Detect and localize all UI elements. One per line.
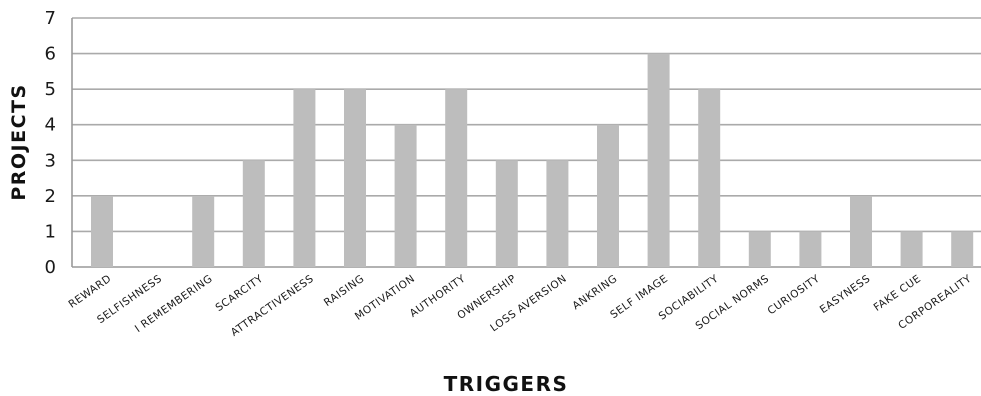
bar-authority	[445, 89, 468, 268]
bar-ankring	[597, 124, 619, 267]
y-tick-label: 7	[45, 8, 56, 29]
y-tick-labels: 0 1 2 3 4 5 6 7	[45, 8, 56, 278]
bar-easyness	[850, 195, 872, 267]
bar-fake-cue	[900, 231, 923, 267]
bar-motivation	[394, 124, 417, 267]
x-tick-label: RAISING	[322, 273, 367, 309]
x-tick-label: CURIOSITY	[765, 273, 822, 318]
bar-attractiveness	[293, 89, 316, 268]
y-tick-label: 1	[45, 221, 56, 242]
y-tick-label: 0	[45, 257, 56, 278]
bars	[91, 53, 974, 268]
x-tick-label: ANKRING	[570, 273, 619, 313]
x-tick-label: REWARD	[66, 273, 113, 311]
bar-loss-aversion	[546, 160, 569, 267]
gridlines	[71, 17, 981, 268]
x-tick-label: ATTRACTIVENESS	[229, 273, 316, 339]
bar-social-norms	[748, 231, 771, 267]
bar-i-remembering	[192, 195, 215, 267]
bar-self-image	[647, 53, 670, 268]
y-tick-label: 5	[45, 79, 56, 100]
x-axis-title: TRIGGERS	[444, 372, 569, 396]
y-tick-label: 4	[45, 115, 56, 136]
bar-reward	[91, 195, 113, 267]
bar-scarcity	[242, 160, 265, 267]
y-tick-label: 3	[45, 150, 56, 171]
y-axis-title: PROJECTS	[8, 83, 30, 200]
x-tick-label: EASYNESS	[818, 273, 873, 317]
bar-raising	[344, 89, 366, 268]
bar-curiosity	[799, 231, 822, 267]
y-tick-label: 6	[45, 44, 56, 65]
y-tick-label: 2	[45, 186, 56, 207]
bar-corporeality	[951, 231, 974, 267]
bar-ownership	[495, 160, 518, 267]
bar-sociability	[698, 89, 721, 268]
